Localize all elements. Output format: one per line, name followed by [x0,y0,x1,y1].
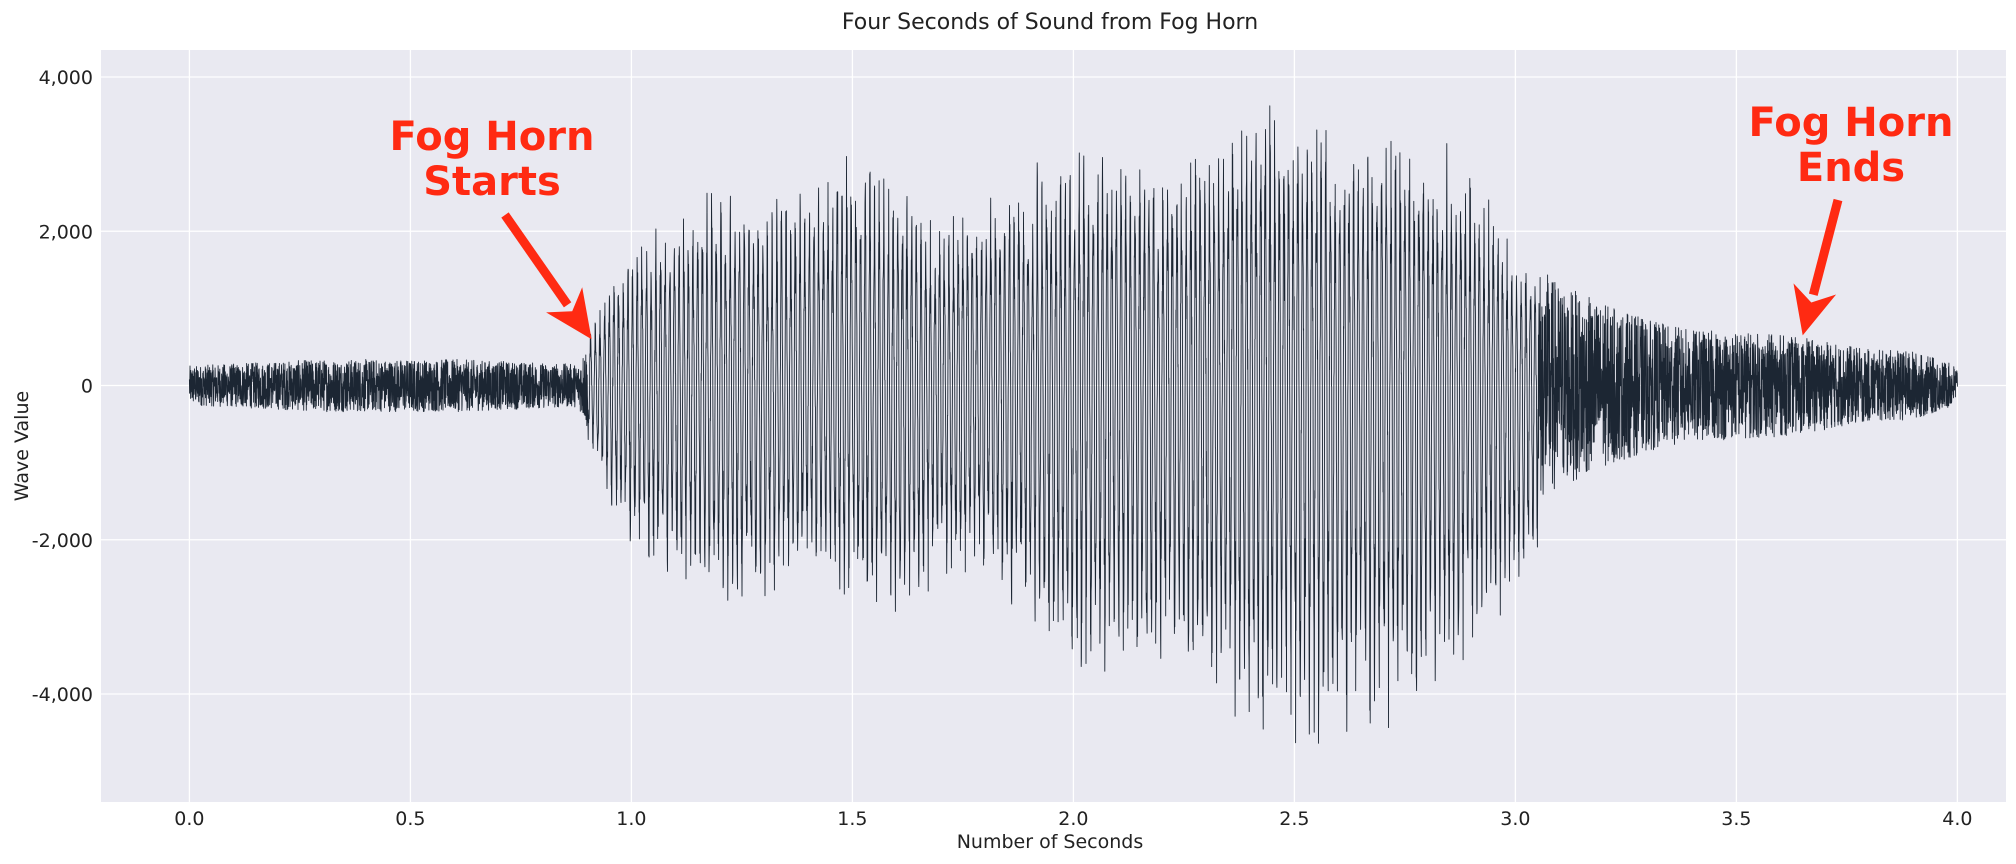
waveform-series-line [188,105,1958,744]
x-tick-label: 3.0 [1500,808,1530,830]
x-tick-label: 2.0 [1058,808,1088,830]
chart-title: Four Seconds of Sound from Fog Horn [842,10,1258,35]
annotation-text: Fog Horn [390,114,595,160]
annotation-text: Ends [1797,145,1905,191]
x-tick-label: 0.5 [395,808,425,830]
x-tick-label: 1.5 [837,808,867,830]
y-tick-label: 0 [81,376,93,398]
annotation-arrow-head [546,287,592,340]
y-tick-label: -2,000 [32,530,93,552]
x-tick-label: 0.0 [174,808,204,830]
x-tick-label: 1.0 [616,808,646,830]
x-tick-label: 3.5 [1721,808,1751,830]
annotation-arrow-shaft [501,212,572,308]
annotation-text: Starts [423,159,561,205]
annotation-text: Fog Horn [1749,100,1954,146]
y-tick-label: 2,000 [39,221,93,243]
y-axis-label: Wave Value [11,391,33,501]
annotation-arrow-shaft [1808,198,1843,296]
y-tick-label: 4,000 [39,67,93,89]
x-tick-label: 4.0 [1942,808,1972,830]
annotation-arrow-head [1793,283,1837,336]
x-tick-label: 2.5 [1279,808,1309,830]
x-axis-label: Number of Seconds [957,831,1144,853]
y-tick-label: -4,000 [32,684,93,706]
